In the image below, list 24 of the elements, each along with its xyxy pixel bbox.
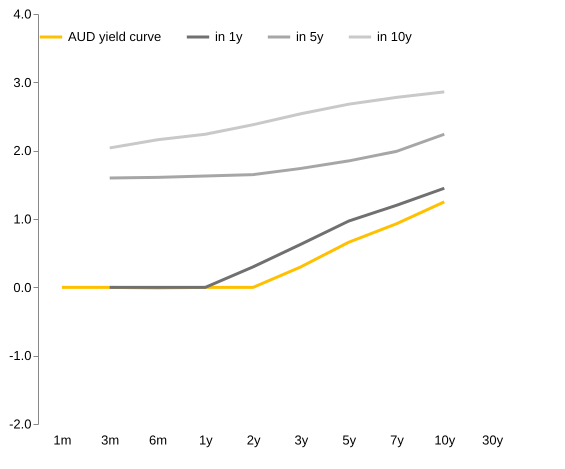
x-tick-label: 6m xyxy=(148,432,168,448)
x-tick-label: 3m xyxy=(101,432,120,448)
y-tick-label: 3.0 xyxy=(13,74,32,90)
legend-label: in 1y xyxy=(215,29,243,44)
line-series xyxy=(108,186,446,289)
x-tick-label: 2y xyxy=(246,432,261,448)
line-series xyxy=(108,132,446,180)
x-tick-label: 7y xyxy=(390,432,404,448)
y-tick-label: 2.0 xyxy=(13,143,32,158)
x-tick-label: 3y xyxy=(294,432,309,448)
x-tick-label: 10y xyxy=(434,432,456,448)
x-tick-label: 1m xyxy=(53,432,72,448)
y-tick-label: 0.0 xyxy=(13,280,32,295)
x-tick-label: 30y xyxy=(482,432,504,448)
x-tick-label: 5y xyxy=(342,432,357,448)
y-tick-label: 4.0 xyxy=(13,6,32,22)
line-series xyxy=(108,90,446,150)
legend-label: in 10y xyxy=(377,29,412,44)
legend-label: in 5y xyxy=(296,29,324,44)
y-tick-label: -1.0 xyxy=(9,348,32,364)
y-tick-label: 1.0 xyxy=(13,212,32,226)
legend-label: AUD yield curve xyxy=(68,29,162,44)
x-tick-label: 1y xyxy=(198,432,214,448)
y-tick-label: -2.0 xyxy=(9,416,32,432)
